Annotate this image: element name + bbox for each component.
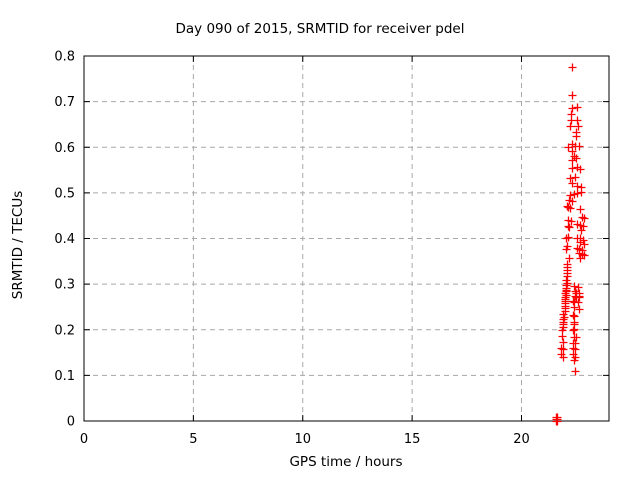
x-tick-label: 10 (294, 432, 311, 447)
y-tick-label: 0.8 (54, 50, 75, 65)
y-tick-label: 0 (67, 415, 75, 430)
y-tick-label: 0.2 (54, 323, 75, 338)
grid-lines (84, 56, 609, 421)
x-axis-label: GPS time / hours (289, 454, 402, 470)
x-tick-label: 5 (189, 432, 197, 447)
x-tick-label: 0 (80, 432, 88, 447)
x-tick-label: 20 (513, 432, 530, 447)
y-tick-label: 0.3 (54, 278, 75, 293)
y-tick-label: 0.5 (54, 186, 75, 201)
y-tick-label: 0.1 (54, 369, 75, 384)
y-tick-label: 0.6 (54, 141, 75, 156)
chart-title: Day 090 of 2015, SRMTID for receiver pde… (176, 21, 465, 37)
y-tick-label: 0.7 (54, 95, 75, 110)
data-points (552, 63, 589, 426)
x-tick-label: 15 (404, 432, 421, 447)
plot-border (83, 55, 610, 422)
y-axis-label: SRMTID / TECUs (10, 191, 26, 299)
tick-labels: 0 5 10 15 20 0 0.1 0.2 0.3 0.4 0.5 0.6 0.7 0.8 (54, 50, 529, 448)
data-point-markers (552, 63, 589, 426)
y-tick-label: 0.4 (54, 232, 75, 247)
